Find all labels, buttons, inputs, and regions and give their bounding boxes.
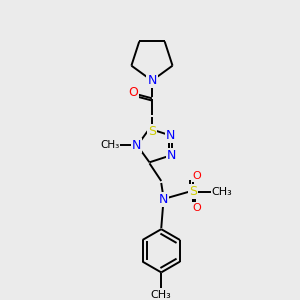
Text: N: N <box>158 193 168 206</box>
Text: N: N <box>132 139 141 152</box>
Text: CH₃: CH₃ <box>212 187 232 197</box>
Text: O: O <box>128 86 138 99</box>
Text: CH₃: CH₃ <box>151 290 172 300</box>
Text: S: S <box>189 185 197 198</box>
Text: O: O <box>192 171 201 181</box>
Text: N: N <box>167 149 176 162</box>
Text: O: O <box>192 202 201 212</box>
Text: N: N <box>166 129 175 142</box>
Text: CH₃: CH₃ <box>100 140 119 151</box>
Text: S: S <box>148 125 156 138</box>
Text: N: N <box>147 74 157 87</box>
